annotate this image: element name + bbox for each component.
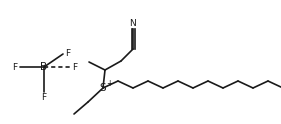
Text: B: B [40, 62, 47, 72]
Text: F: F [41, 93, 47, 102]
Text: +: + [106, 78, 112, 88]
Text: N: N [130, 19, 136, 29]
Text: S: S [100, 83, 106, 93]
Text: F: F [65, 49, 71, 59]
Text: F: F [12, 62, 17, 72]
Text: F: F [72, 62, 78, 72]
